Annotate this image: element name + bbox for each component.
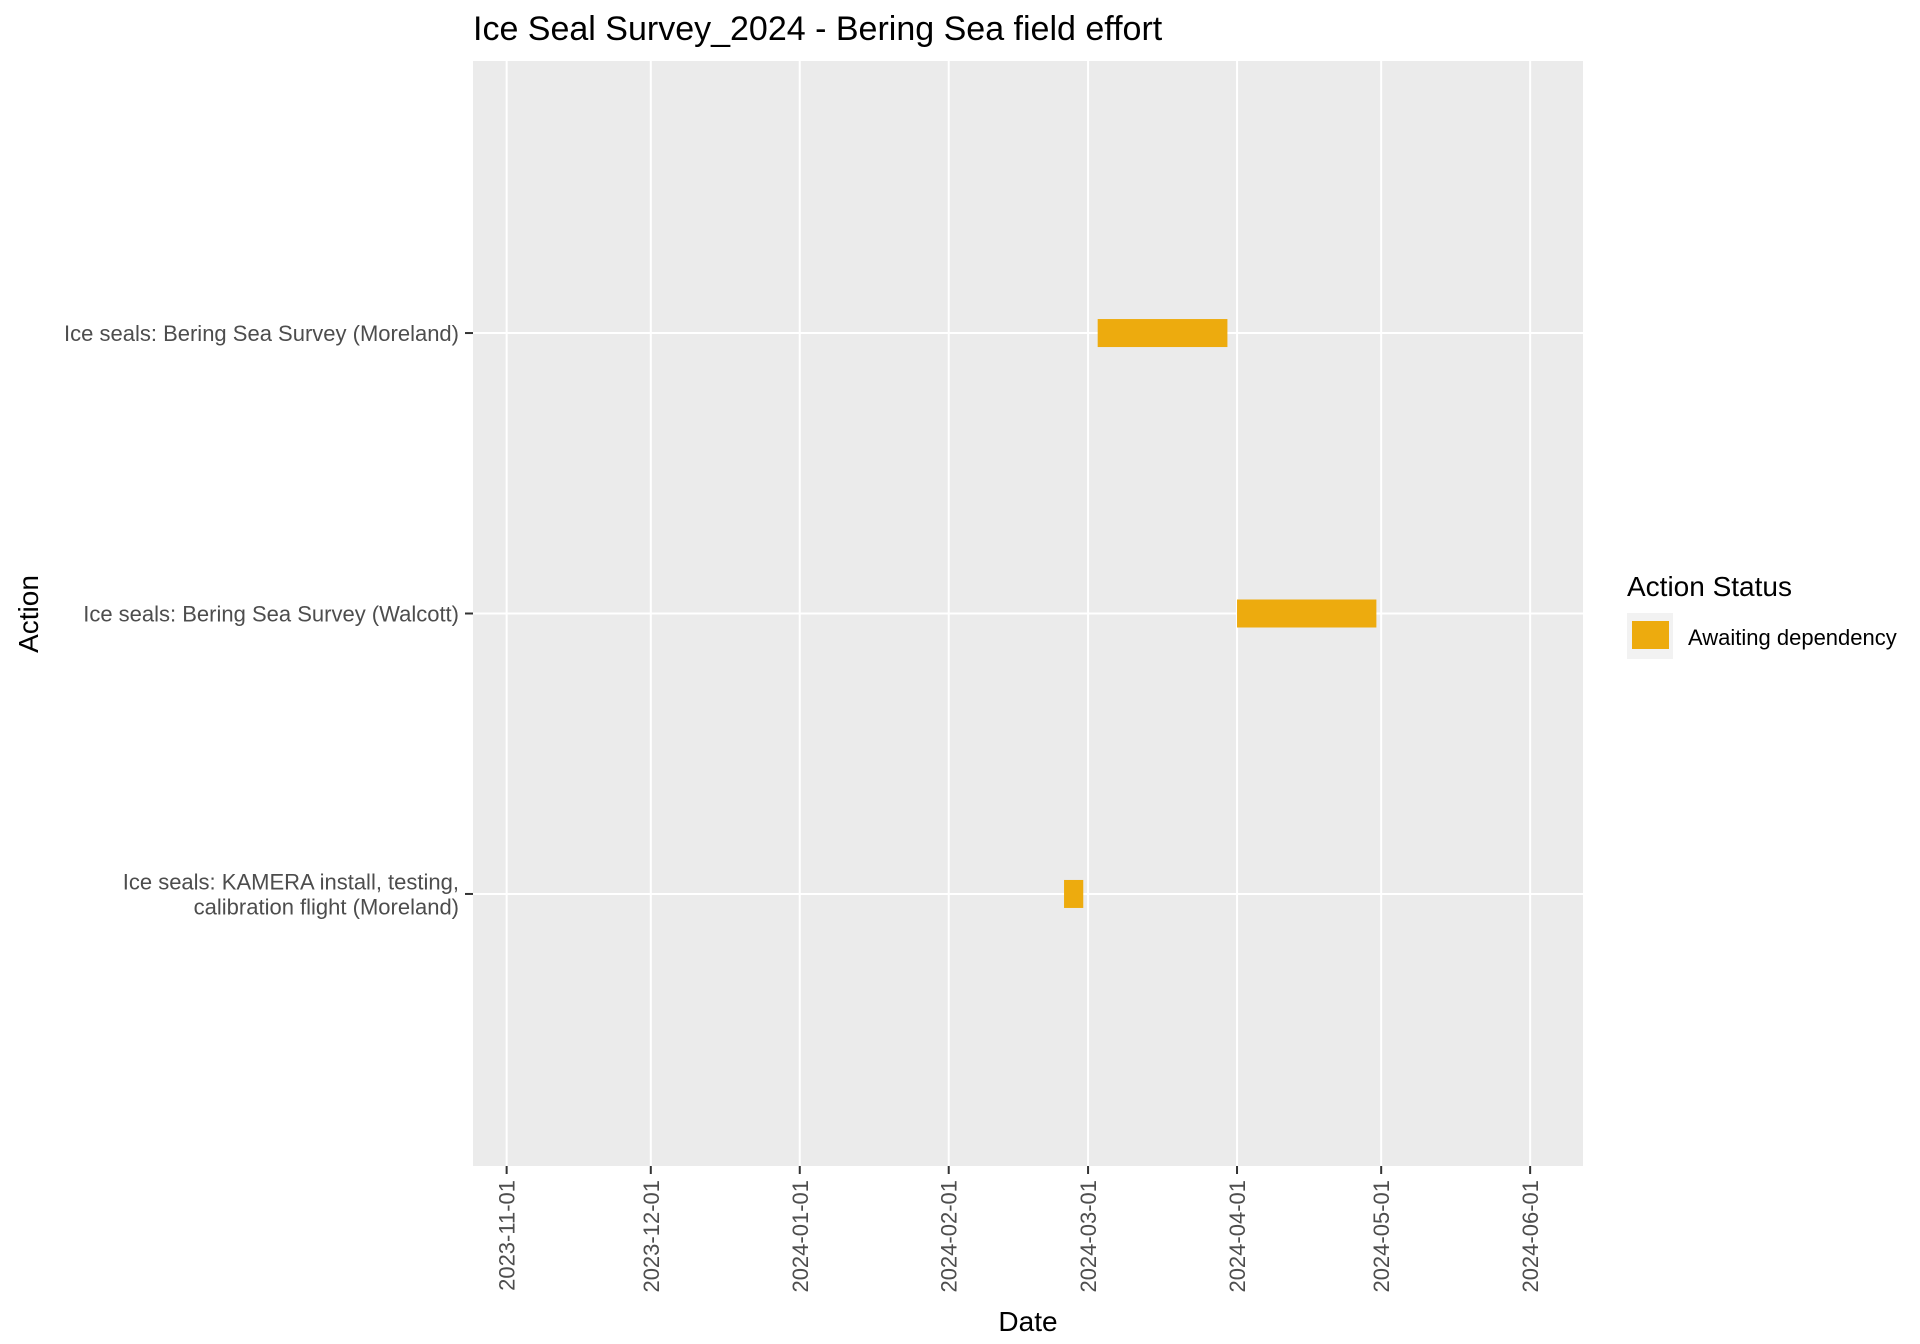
legend-label-awaiting-dependency: Awaiting dependency [1688, 625, 1897, 650]
x-axis-title: Date [998, 1306, 1057, 1337]
chart-title: Ice Seal Survey_2024 - Bering Sea field … [473, 10, 1163, 48]
range-bars [1064, 319, 1377, 908]
legend-title: Action Status [1627, 571, 1792, 602]
x-tick-label: 2024-03-01 [1076, 1180, 1101, 1293]
x-tick-label: 2024-02-01 [937, 1180, 962, 1293]
range-bar [1064, 879, 1084, 908]
grid-lines [473, 61, 1583, 1166]
y-tick-label: Ice seals: Bering Sea Survey (Moreland) [64, 321, 459, 346]
y-axis: Ice seals: Bering Sea Survey (Moreland) I… [64, 321, 473, 919]
y-tick-label: calibration flight (Moreland) [194, 894, 459, 919]
x-tick-label: 2024-05-01 [1369, 1180, 1394, 1293]
x-tick-label: 2024-04-01 [1225, 1180, 1250, 1293]
x-tick-label: 2024-01-01 [788, 1180, 813, 1293]
range-bar [1097, 319, 1228, 348]
range-bar [1237, 599, 1377, 628]
y-tick-label: Ice seals: Bering Sea Survey (Walcott) [83, 602, 459, 627]
y-axis-title: Action [13, 575, 44, 653]
x-tick-label: 2024-06-01 [1518, 1180, 1543, 1293]
x-axis: 2023-11-01 2023-12-01 2024-01-01 2024-02-01… [495, 1166, 1543, 1293]
legend: Action Status Awaiting dependency [1627, 571, 1897, 659]
y-tick-label: Ice seals: KAMERA install, testing, [123, 869, 459, 894]
legend-swatch-awaiting-dependency [1632, 621, 1669, 649]
x-tick-label: 2023-11-01 [495, 1180, 520, 1291]
x-tick-label: 2023-12-01 [639, 1180, 664, 1293]
